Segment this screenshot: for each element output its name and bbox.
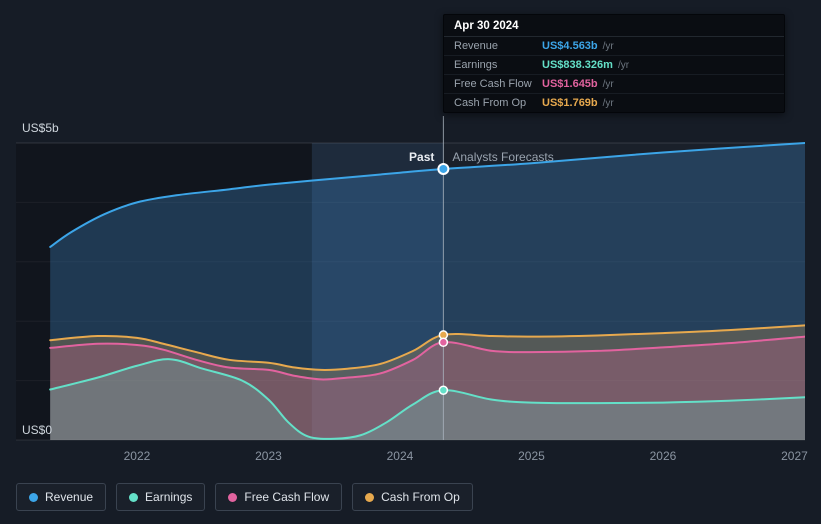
legend-item-earnings[interactable]: Earnings xyxy=(116,483,206,511)
revenue-dot-icon xyxy=(29,492,38,502)
tooltip-unit: /yr xyxy=(602,78,614,90)
legend-label: Revenue xyxy=(45,490,94,504)
tooltip-value: US$838.326m xyxy=(542,59,613,71)
legend-item-cash-from-op[interactable]: Cash From Op xyxy=(352,483,473,511)
tooltip-label: Free Cash Flow xyxy=(454,78,532,90)
legend-label: Cash From Op xyxy=(381,490,460,504)
tooltip-value: US$1.645b xyxy=(542,78,598,90)
tooltip-label: Revenue xyxy=(454,40,499,52)
tooltip-label: Earnings xyxy=(454,59,498,71)
x-tick-label: 2026 xyxy=(649,449,677,463)
legend-item-revenue[interactable]: Revenue xyxy=(16,483,107,511)
earnings-dot-icon xyxy=(129,492,139,502)
tooltip-row-revenue: Revenue US$4.563b /yr xyxy=(444,37,784,56)
y-axis-label-top: US$5b xyxy=(22,121,59,135)
x-tick-label: 2025 xyxy=(518,449,545,463)
tooltip-unit: /yr xyxy=(602,40,614,52)
tooltip-unit: /yr xyxy=(617,59,630,71)
x-tick-label: 2027 xyxy=(781,449,808,463)
x-tick-label: 2022 xyxy=(123,449,151,463)
x-tick-label: 2023 xyxy=(255,449,282,463)
tooltip-row-cash-from-op: Cash From Op US$1.769b /yr xyxy=(444,94,784,112)
tooltip-row-free-cash-flow: Free Cash Flow US$1.645b /yr xyxy=(444,75,784,94)
cash-from-op-dot-icon xyxy=(365,492,375,502)
tooltip-value: US$1.769b xyxy=(542,97,598,109)
chart-tooltip: Apr 30 2024 Revenue US$4.563b /yr Earnin… xyxy=(443,14,785,113)
legend-label: Earnings xyxy=(145,490,193,504)
legend-label: Free Cash Flow xyxy=(244,490,330,504)
tooltip-value: US$4.563b xyxy=(542,40,598,52)
legend-item-free-cash-flow[interactable]: Free Cash Flow xyxy=(215,483,343,511)
tooltip-date: Apr 30 2024 xyxy=(444,15,784,37)
x-tick-label: 2024 xyxy=(386,449,414,463)
free-cash-flow-dot-icon xyxy=(228,492,238,502)
y-axis-label-bottom: US$0 xyxy=(22,423,53,437)
tooltip-row-earnings: Earnings US$838.326m /yr xyxy=(444,56,784,75)
tooltip-unit: /yr xyxy=(602,97,614,109)
tooltip-label: Cash From Op xyxy=(454,97,527,109)
past-label: Past xyxy=(409,150,435,164)
chart-legend: Revenue Earnings Free Cash Flow Cash Fro… xyxy=(16,483,473,511)
forecast-label: Analysts Forecasts xyxy=(452,150,554,164)
